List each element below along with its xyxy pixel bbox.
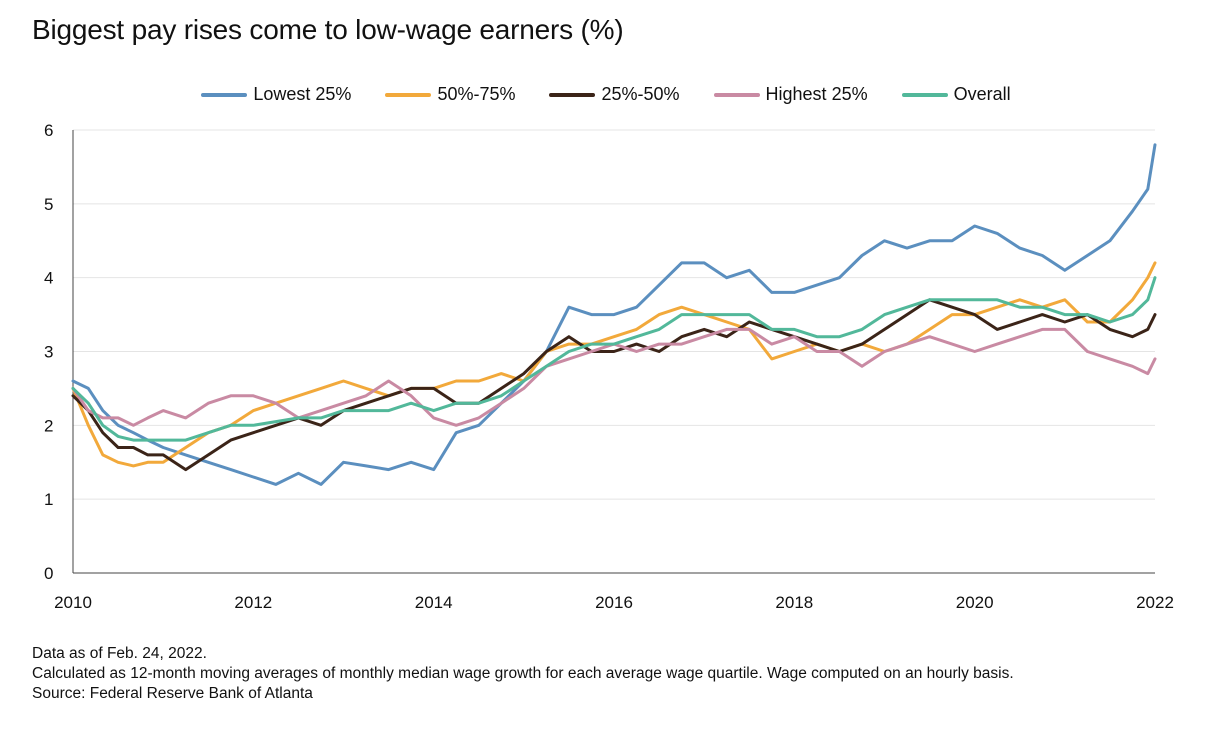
note-source: Source: Federal Reserve Bank of Atlanta [32,685,313,702]
y-tick-label-3: 3 [44,343,53,362]
legend-swatch-highest-25 [713,92,760,97]
x-tick-label-2018: 2018 [775,593,813,612]
x-tick-label-2010: 2010 [54,593,92,612]
y-tick-label-1: 1 [44,490,53,509]
chart-title: Biggest pay rises come to low-wage earne… [32,14,624,45]
x-tick-label-2016: 2016 [595,593,633,612]
chart-notes: Data as of Feb. 24, 2022. Calculated as … [32,644,1182,704]
legend-label-50-75: 50%-75% [437,84,516,104]
legend-swatch-50-75 [385,92,432,97]
series-line-25-50 [71,298,1157,472]
legend-swatch-lowest-25 [201,92,248,97]
y-tick-label-4: 4 [44,269,53,288]
note-data-date: Data as of Feb. 24, 2022. [32,645,207,662]
series-line-50-75 [71,261,1157,468]
y-tick-label-0: 0 [44,564,53,583]
series-lines [71,143,1157,486]
tick-labels: 0 1 2 3 4 5 6 2010 2012 2014 2016 2018 2020 2022 [44,121,1174,612]
note-methodology: Calculated as 12-month moving averages o… [32,665,1014,682]
legend-label-overall: Overall [953,84,1011,104]
series-line-lowest-25 [71,143,1157,486]
legend-label-25-50: 25%-50% [601,84,680,104]
legend-item-highest-25: Highest 25% [713,84,868,105]
legend-item-overall: Overall [901,84,1011,105]
y-tick-label-5: 5 [44,195,53,214]
legend-swatch-overall [901,92,948,97]
x-tick-label-2022: 2022 [1136,593,1174,612]
legend-item-25-50: 25%-50% [549,84,680,105]
legend-item-50-75: 50%-75% [385,84,515,105]
x-tick-label-2020: 2020 [956,593,994,612]
series-line-overall [71,276,1157,442]
legend-label-highest-25: Highest 25% [765,84,868,104]
series-line-highest-25 [71,327,1157,427]
legend-swatch-25-50 [549,92,596,97]
axes [72,130,1155,574]
legend-item-lowest-25: Lowest 25% [201,84,351,105]
x-tick-label-2012: 2012 [234,593,272,612]
y-tick-label-2: 2 [44,416,53,435]
x-tick-label-2014: 2014 [415,593,453,612]
legend: Lowest 25% 50%-75% 25%-50% Highest 25% O… [0,84,1212,105]
line-chart: 0 1 2 3 4 5 6 2010 2012 2014 2016 2018 2020 2022 [44,121,1174,612]
legend-label-lowest-25: Lowest 25% [253,84,352,104]
y-tick-label-6: 6 [44,121,53,140]
